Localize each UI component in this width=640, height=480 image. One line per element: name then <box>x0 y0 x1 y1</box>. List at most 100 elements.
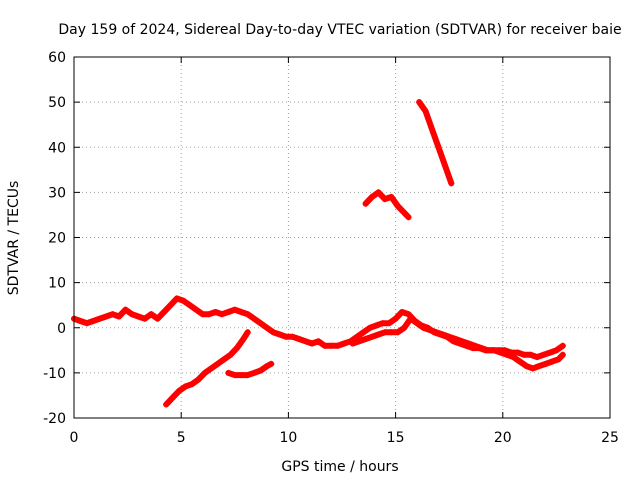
data-point-lower-bundle <box>401 324 408 331</box>
data-point-main-arc <box>302 338 309 345</box>
y-tick-label: -10 <box>43 366 66 382</box>
data-point-main-arc <box>251 315 258 322</box>
data-point-lower-bundle <box>369 333 376 340</box>
data-point-main-arc <box>379 320 386 327</box>
data-point-short-segment <box>244 372 251 379</box>
data-point-main-arc <box>122 306 129 313</box>
data-point-lower-bundle <box>375 331 382 338</box>
data-point-steep-segment <box>441 162 448 169</box>
data-point-main-arc <box>154 315 161 322</box>
data-point-rising-arc <box>163 401 170 408</box>
data-point-hump-segment <box>369 193 376 200</box>
data-point-lower-bundle <box>497 349 504 356</box>
data-point-main-arc <box>83 320 90 327</box>
data-point-main-arc <box>296 336 303 343</box>
data-point-main-arc <box>386 320 393 327</box>
data-point-hump-segment <box>375 189 382 196</box>
data-point-lower-bundle <box>555 356 562 363</box>
data-point-lower-bundle <box>510 354 517 361</box>
data-point-main-arc <box>399 308 406 315</box>
data-point-main-arc <box>360 329 367 336</box>
data-point-steep-segment <box>422 108 429 115</box>
series-band-hump-segment <box>362 189 412 221</box>
data-point-main-arc <box>193 306 200 313</box>
data-point-main-arc <box>77 317 84 324</box>
data-point-lower-bundle <box>452 336 459 343</box>
y-tick-label: 30 <box>48 185 66 201</box>
data-point-lower-bundle <box>426 327 433 334</box>
data-point-hump-segment <box>388 193 395 200</box>
data-point-lower-bundle <box>414 320 421 327</box>
data-point-rising-arc <box>176 387 183 394</box>
data-point-rising-arc <box>169 394 176 401</box>
data-point-rising-arc <box>208 365 215 372</box>
data-point-main-arc <box>128 311 135 318</box>
data-point-hump-segment <box>405 214 412 221</box>
data-point-main-arc <box>218 311 225 318</box>
y-tick-label: 20 <box>48 231 66 247</box>
data-point-main-arc <box>276 331 283 338</box>
series-band-lower-bundle <box>349 315 566 372</box>
data-point-lower-bundle <box>439 331 446 338</box>
data-point-lower-bundle <box>542 360 549 367</box>
data-point-lower-bundle <box>459 338 466 345</box>
x-tick-label: 15 <box>387 430 405 446</box>
series-band-steep-segment <box>416 99 455 187</box>
data-point-main-arc <box>116 313 123 320</box>
data-point-main-arc <box>553 347 560 354</box>
x-tick-label: 20 <box>494 430 512 446</box>
data-point-lower-bundle <box>465 340 472 347</box>
data-point-lower-bundle <box>478 345 485 352</box>
data-point-hump-segment <box>381 196 388 203</box>
data-point-rising-arc <box>182 383 189 390</box>
data-point-main-arc <box>321 342 328 349</box>
data-point-lower-bundle <box>446 333 453 340</box>
data-point-main-arc <box>135 313 142 320</box>
data-point-rising-arc <box>188 381 195 388</box>
data-point-steep-segment <box>416 99 423 106</box>
data-point-main-arc <box>103 313 110 320</box>
data-point-main-arc <box>328 342 335 349</box>
data-point-main-arc <box>559 342 566 349</box>
data-point-lower-bundle <box>420 324 427 331</box>
data-point-short-segment <box>238 372 245 379</box>
x-tick-label: 0 <box>70 430 79 446</box>
y-tick-label: 60 <box>48 50 66 66</box>
data-point-steep-segment <box>429 126 436 133</box>
data-point-main-arc <box>90 317 97 324</box>
x-tick-label: 5 <box>177 430 186 446</box>
data-point-short-segment <box>268 360 275 367</box>
data-point-rising-arc <box>221 356 228 363</box>
data-point-main-arc <box>199 311 206 318</box>
data-point-main-arc <box>521 351 528 358</box>
data-point-short-segment <box>257 367 264 374</box>
data-point-rising-arc <box>244 329 251 336</box>
data-point-main-arc <box>244 311 251 318</box>
data-point-lower-bundle <box>356 338 363 345</box>
data-point-main-arc <box>315 338 322 345</box>
x-axis-label: GPS time / hours <box>281 459 398 475</box>
data-point-short-segment <box>251 369 258 376</box>
y-tick-label: 40 <box>48 140 66 156</box>
data-point-main-arc <box>514 349 521 356</box>
data-point-main-arc <box>231 306 238 313</box>
y-axis-label: SDTVAR / TECUs <box>6 181 22 296</box>
data-point-rising-arc <box>195 376 202 383</box>
data-point-rising-arc <box>227 351 234 358</box>
y-tick-label: 10 <box>48 276 66 292</box>
data-point-lower-bundle <box>381 329 388 336</box>
data-point-lower-bundle <box>529 365 536 372</box>
data-point-main-arc <box>257 320 264 327</box>
data-point-main-arc <box>354 333 361 340</box>
x-tick-label: 10 <box>279 430 297 446</box>
data-point-main-arc <box>148 311 155 318</box>
data-point-lower-bundle <box>484 347 491 354</box>
data-point-main-arc <box>167 302 174 309</box>
y-tick-label: 0 <box>57 321 66 337</box>
data-point-lower-bundle <box>516 358 523 365</box>
data-point-main-arc <box>289 333 296 340</box>
data-point-main-arc <box>527 351 534 358</box>
data-point-main-arc <box>109 311 116 318</box>
data-point-main-arc <box>534 354 541 361</box>
